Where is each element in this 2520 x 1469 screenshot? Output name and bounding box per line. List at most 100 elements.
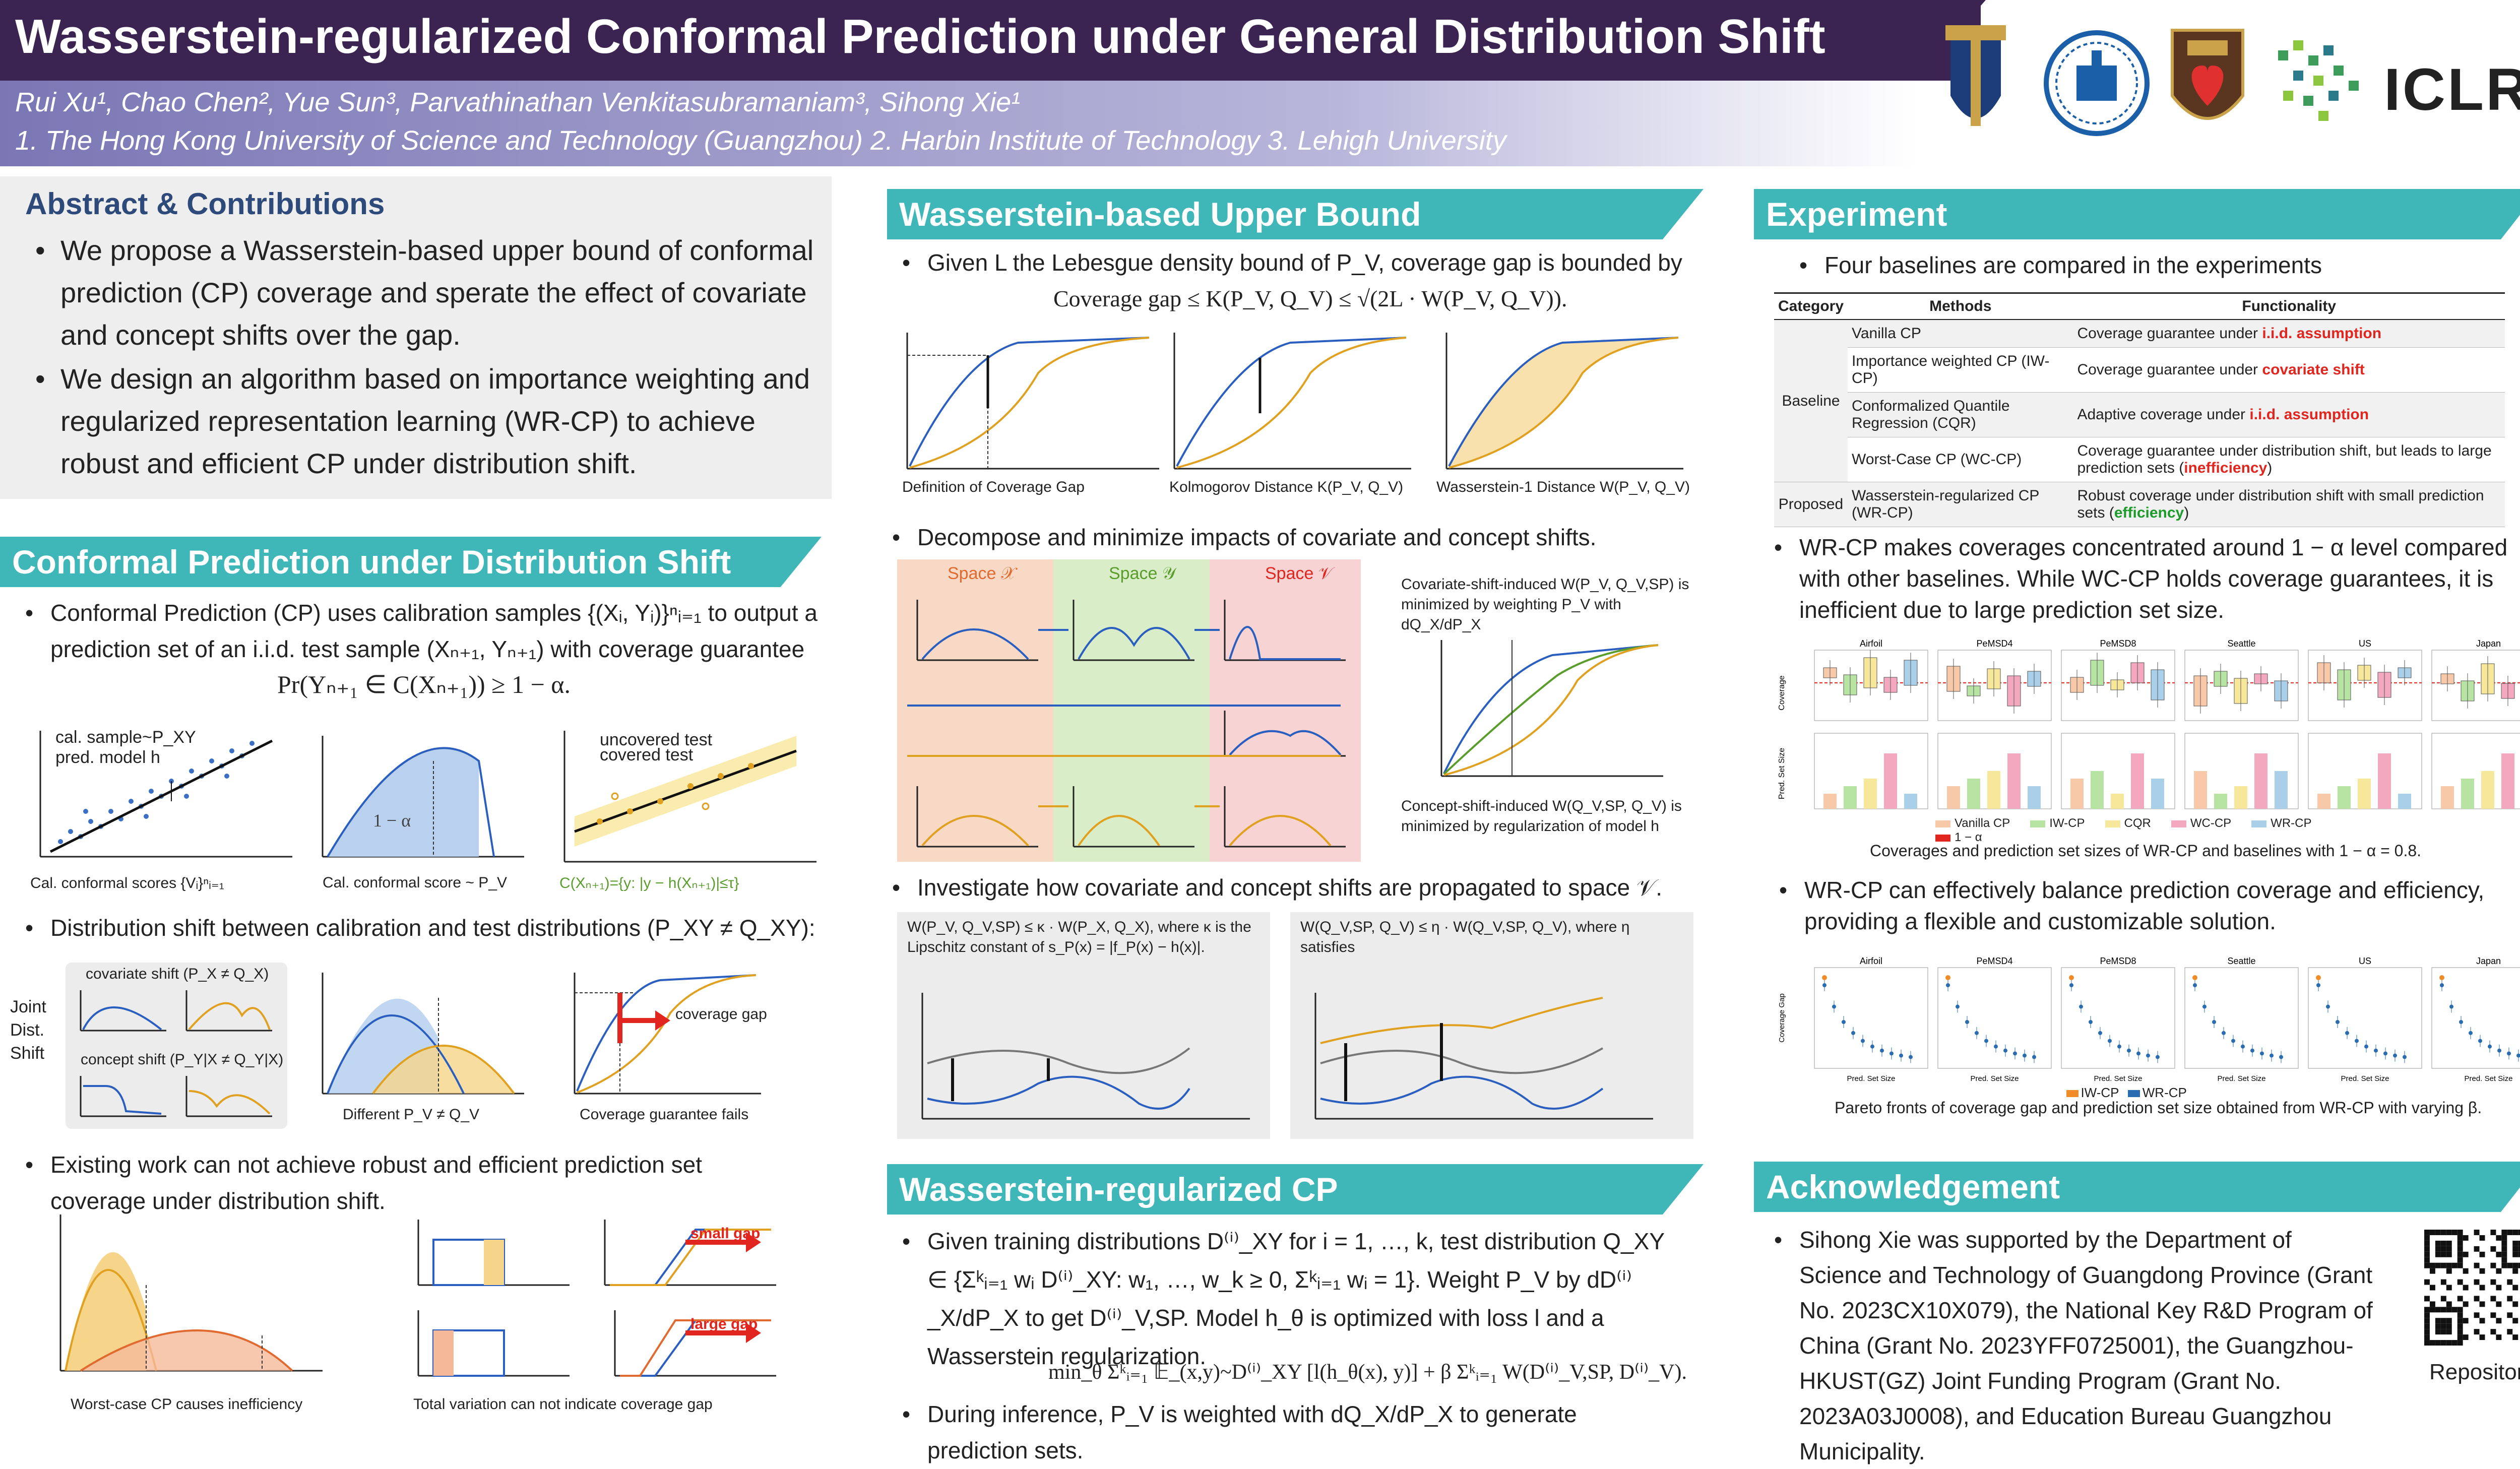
pareto-dataset-title: Japan [2476, 956, 2501, 966]
pareto-dataset-title: US [2359, 956, 2371, 966]
iclr-logo-text: ICLR [2384, 56, 2520, 123]
table-row: Baseline Vanilla CP Coverage guarantee u… [1774, 320, 2505, 482]
pareto-dataset-title: Seattle [2227, 956, 2255, 966]
table-cell-method: Vanilla CP [1848, 320, 2073, 348]
legend-cal-sample: cal. sample~P_XY [55, 728, 196, 747]
wrcp-bullet-1: Given training distributions D⁽ⁱ⁾_XY for… [902, 1222, 1683, 1375]
authors: Rui Xu¹, Chao Chen², Yue Sun³, Parvathin… [15, 87, 1021, 117]
exp-bullet-2: WR-CP makes coverages concentrated aroun… [1774, 532, 2520, 625]
space-y-panel [1053, 559, 1210, 862]
iwcp-point [2192, 975, 2197, 980]
legend-item: WC-CP [2171, 816, 2231, 831]
set-size-bar [2461, 779, 2474, 809]
covariate-shift-label: covariate shift (P_X ≠ Q_X) [86, 966, 269, 982]
coverage-gap-label: coverage gap [675, 1006, 767, 1023]
section-cp-title: Conformal Prediction under Distribution … [0, 537, 822, 587]
bound-bullet-1: Given L the Lebesgue density bound of P_… [902, 244, 1683, 281]
table-row: Proposed Wasserstein-regularized CP (WR-… [1774, 482, 2505, 527]
affiliations: 1. The Hong Kong University of Science a… [15, 125, 1506, 156]
cp-bullet-3: Existing work can not achieve robust and… [25, 1146, 721, 1219]
set-size-bar [2028, 786, 2041, 809]
exp-bullet-3: WR-CP can effectively balance prediction… [1779, 874, 2520, 937]
set-size-bar [2151, 779, 2164, 809]
coverage-boxplot-fig: Airfoil PeMSD4 PeMSD8 Seattle US Japan Coverag… [1778, 638, 2520, 809]
prediction-set-fig [563, 731, 816, 863]
set-size-bar [2131, 753, 2144, 809]
abstract-bullet-1: We propose a Wasserstein-based upper bou… [35, 229, 816, 356]
lipschitz-left-box [897, 912, 1270, 1139]
dataset-title: PeMSD8 [2100, 638, 2136, 649]
set-size-bar [2481, 771, 2494, 809]
section-ack-title: Acknowledgement [1754, 1162, 2520, 1212]
pareto-dataset-title: PeMSD8 [2100, 956, 2136, 966]
set-size-bar [2338, 786, 2351, 809]
concept-note: Concept-shift-induced W(Q_V,SP, Q_V) is … [1401, 798, 1682, 835]
legend-item: 1 − α [1935, 831, 1982, 845]
large-gap-label: large gap [690, 1316, 758, 1332]
kolmogorov-fig [1173, 333, 1411, 470]
legend-pred-model: pred. model h [55, 748, 160, 767]
dataset-title: PeMSD4 [1976, 638, 2012, 649]
table-header-functionality: Functionality [2073, 292, 2505, 320]
pareto-x-label: Pred. Set Size [1971, 1074, 2019, 1083]
set-size-bar [1884, 753, 1897, 809]
bound-fig-caption-3: Wasserstein-1 Distance W(P_V, Q_V) [1436, 479, 1690, 495]
table-cell-method: Wasserstein-regularized CP (WR-CP) [1848, 482, 2073, 527]
dataset-title: Japan [2476, 638, 2501, 649]
table-cell-method: Worst-Case CP (WC-CP) [1848, 437, 2073, 482]
pareto-y-label: Coverage Gap [1778, 993, 1786, 1043]
table-header-category: Category [1774, 292, 1848, 320]
propagation-left-fig [921, 993, 1250, 1120]
coverage-fail-fig [574, 973, 761, 1095]
iwcp-point [2069, 975, 2074, 980]
wrcp-objective-eq: min_θ Σᵏᵢ₌₁ 𝔼_(x,y)~D⁽ⁱ⁾_XY [l(h_θ(x), y… [1048, 1361, 1687, 1384]
pareto-dataset-title: Airfoil [1860, 956, 1882, 966]
table-cell-func: Coverage guarantee under covariate shift [2073, 347, 2505, 393]
table-cell-category: Baseline [1774, 320, 1848, 482]
tv-distance-fig [417, 1220, 776, 1377]
fig3-caption-1: Worst-case CP causes inefficiency [71, 1396, 303, 1413]
pareto-x-label: Pred. Set Size [2094, 1074, 2143, 1083]
abstract-title: Abstract & Contributions [25, 187, 385, 221]
iwcp-point [1945, 975, 1950, 980]
cp-bullet-2: Distribution shift between calibration a… [25, 910, 832, 946]
pareto-dataset-title: PeMSD4 [1976, 956, 2012, 966]
scatter-calibration-fig [39, 731, 292, 858]
set-size-bar [2091, 771, 2104, 809]
table-row: Worst-Case CP (WC-CP) Coverage guarantee… [1774, 437, 2505, 482]
covariate-shift-fig [80, 990, 272, 1032]
legend-item: Vanilla CP [1935, 816, 2010, 831]
iwcp-point [2316, 975, 2321, 980]
set-size-bar [1864, 779, 1877, 809]
fig2-caption-1: Different P_V ≠ Q_V [343, 1106, 480, 1123]
set-size-bar [2275, 771, 2288, 809]
bound-eq: Coverage gap ≤ K(P_V, Q_V) ≤ √(2L · W(P_… [1053, 286, 1567, 311]
bound-fig-caption-1: Definition of Coverage Gap [902, 479, 1085, 495]
set-size-bar [2234, 786, 2247, 809]
score-shift-fig [322, 973, 524, 1095]
set-size-bar [2358, 779, 2371, 809]
pareto-front-fig: Airfoil Pred. Set Size PeMSD4 Pred. Set Siz… [1778, 956, 2520, 1083]
exp-bullet-1: Four baselines are compared in the exper… [1799, 247, 2520, 283]
fig1-caption-3: C(Xₙ₊₁)={y: |y − h(Xₙ₊₁)|≤τ} [559, 875, 739, 891]
space-x-label: Space 𝒳 [948, 564, 1016, 583]
dataset-title: US [2359, 638, 2371, 649]
lipschitz-right-text: W(Q_V,SP, Q_V) ≤ η · W(Q_V,SP, Q_V), whe… [1300, 919, 1630, 955]
exp-fig2-caption: Pareto fronts of coverage gap and predic… [1835, 1099, 2482, 1117]
repository-qr-code[interactable] [2424, 1230, 2520, 1346]
set-size-bar [2317, 794, 2330, 809]
table-row: Importance weighted CP (IW-CP) Coverage … [1774, 347, 2505, 393]
iwcp-point [2439, 975, 2444, 980]
space-v-panel [1210, 559, 1361, 862]
lehigh-logo [2171, 29, 2244, 120]
small-gap-label: small gap [690, 1225, 761, 1242]
hit-logo [2044, 30, 2150, 136]
set-size-bar [1844, 786, 1857, 809]
hkust-logo [1945, 25, 2006, 126]
space-v-label: Space 𝒱 [1265, 564, 1333, 583]
table-cell-func: Robust coverage under distribution shift… [2073, 482, 2505, 527]
set-size-bar [1904, 794, 1917, 809]
fig3-caption-2: Total variation can not indicate coverag… [413, 1396, 713, 1413]
concept-shift-label: concept shift (P_Y|X ≠ Q_Y|X) [81, 1051, 284, 1068]
set-size-bar [2398, 794, 2411, 809]
